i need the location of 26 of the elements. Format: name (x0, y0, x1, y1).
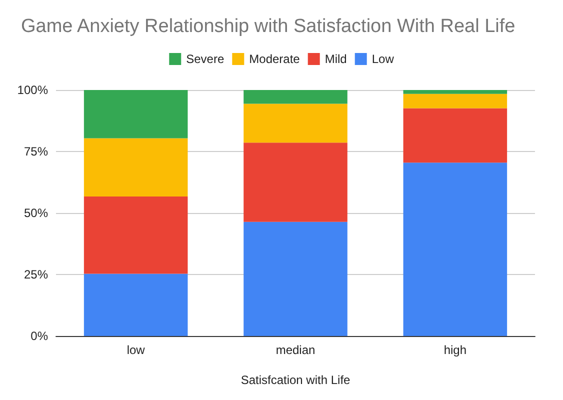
x-tick-label: median (276, 343, 316, 357)
bar (244, 142, 348, 222)
bar (244, 104, 348, 143)
y-tick-label: 0% (30, 329, 48, 343)
chart-title: Game Anxiety Relationship with Satisfaction With Real Life (21, 16, 516, 37)
y-tick-label: 25% (24, 268, 48, 282)
bar (403, 90, 508, 94)
x-tick-label: low (126, 343, 146, 357)
bar (403, 108, 508, 163)
legend-label: Mild (324, 52, 347, 66)
legend-label: Moderate (249, 52, 300, 66)
bar (84, 274, 188, 336)
bar (84, 138, 188, 197)
x-tick-label: high (444, 343, 467, 357)
y-tick-label: 50% (24, 206, 48, 220)
y-tick-label: 75% (24, 144, 48, 158)
bar (84, 196, 188, 274)
bar (403, 162, 508, 336)
y-tick-label: 100% (17, 83, 48, 97)
bar (84, 90, 188, 138)
x-axis-title: Satisfcation with Life (240, 373, 351, 387)
legend-label: Low (372, 52, 394, 66)
bar (244, 90, 348, 104)
bar (244, 222, 348, 336)
legend-label: Severe (186, 52, 224, 66)
bar (403, 94, 508, 108)
